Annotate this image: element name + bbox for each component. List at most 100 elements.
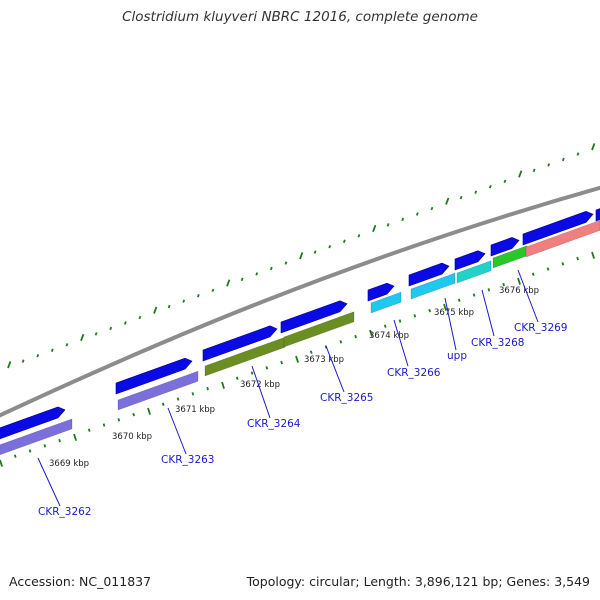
tick-mark [21,359,25,363]
tick-mark [167,304,171,309]
gene-label-ckr-3266[interactable]: CKR_3266 [387,367,441,379]
leader-line [251,365,271,419]
cog-bar[interactable] [283,311,355,348]
tick-mark [255,272,259,276]
leader-line [37,457,61,507]
outer-tick-row [7,143,596,369]
gene-label-group: CKR_3262 CKR_3263 CKR_3264 CKR_3265 CKR_… [38,322,567,518]
tick-mark [576,256,579,261]
cog-bar[interactable] [204,336,286,377]
tick-mark [7,361,12,369]
cds-strand-arrow[interactable] [202,325,278,362]
cog-color-track [0,220,600,462]
inner-tick-row [0,251,595,467]
tick-mark [398,319,402,323]
tick-mark [235,376,239,380]
tick-mark [503,179,507,184]
cds-strand-arrow[interactable] [522,210,594,246]
gene-label-ckr-3268[interactable]: CKR_3268 [471,337,524,349]
tick-mark [445,197,450,205]
tick-mark [487,288,491,292]
tick-mark [372,224,377,233]
leader-line [517,269,539,323]
tick-mark [117,418,121,422]
leader-line [167,407,187,455]
tick-mark [250,371,254,375]
tick-mark [546,267,550,271]
tick-mark [472,293,476,297]
accession-text: Accession: NC_011837 [9,574,152,589]
tick-mark [415,212,419,216]
cog-bar[interactable] [370,291,402,314]
tick-mark [240,277,244,282]
tick-mark [413,314,417,318]
tick-label: 3676 kbp [499,286,539,296]
tick-mark [123,321,127,325]
genome-summary-text: Topology: circular; Length: 3,896,121 bp… [246,574,590,589]
cds-strand-arrow[interactable] [595,205,600,222]
cds-strand-arrow[interactable] [0,406,66,446]
tick-mark [561,262,565,266]
tick-mark [354,334,357,339]
gene-label-ckr-3269[interactable]: CKR_3269 [514,322,567,334]
tick-mark [284,261,288,265]
cds-strand-arrow[interactable] [280,300,348,334]
tick-mark [357,234,361,238]
tick-mark [531,272,535,276]
cds-strand-track [0,205,600,446]
leader-line [325,345,345,393]
tick-label: 3674 kbp [369,331,409,341]
tick-mark [132,412,135,417]
tick-mark [50,348,54,352]
tick-mark [328,244,332,249]
tick-mark [80,333,85,342]
genome-backbone [0,185,600,418]
cog-bar[interactable] [117,370,199,411]
cds-strand-arrow[interactable] [115,357,193,395]
tick-mark [518,170,523,178]
tick-mark [383,324,387,328]
tick-mark [576,152,580,156]
tick-mark [176,397,180,401]
cds-strand-arrow[interactable] [490,237,520,257]
tick-mark [94,332,98,336]
tick-mark [265,366,269,370]
tick-mark [196,294,200,298]
tick-mark [13,454,17,458]
tick-mark [109,326,113,331]
tick-mark [339,340,343,344]
gene-label-upp[interactable]: upp [447,350,467,362]
tick-label: 3669 kbp [49,459,89,469]
gene-label-ckr-3263[interactable]: CKR_3263 [161,454,214,466]
tick-label: 3672 kbp [240,380,280,390]
tick-mark [73,433,77,441]
tick-mark [430,206,434,211]
cds-strand-arrow[interactable] [408,262,450,287]
tick-mark [221,381,225,389]
tick-mark [58,438,61,443]
tick-mark [0,459,3,467]
gene-label-ckr-3264[interactable]: CKR_3264 [247,418,301,430]
tick-mark [138,315,142,320]
tick-mark [161,402,165,406]
cog-bar[interactable] [0,418,73,462]
tick-mark [153,306,158,314]
cds-strand-arrow[interactable] [367,282,395,302]
tick-mark [459,195,463,200]
cog-bar[interactable] [410,272,456,300]
tick-mark [342,239,346,243]
tick-mark [386,223,390,227]
cds-strand-arrow[interactable] [454,250,486,271]
tick-label: 3671 kbp [175,405,215,415]
tick-mark [191,392,195,396]
gene-label-ckr-3265[interactable]: CKR_3265 [320,392,373,404]
tick-mark [313,250,317,254]
map-title: Clostridium kluyveri NBRC 12016, complet… [122,9,478,25]
cog-bar[interactable] [456,260,492,284]
gene-label-ckr-3262[interactable]: CKR_3262 [38,506,91,518]
cog-bar[interactable] [525,220,600,258]
tick-mark [182,299,186,303]
tick-mark [295,355,299,363]
tick-mark [532,168,536,173]
